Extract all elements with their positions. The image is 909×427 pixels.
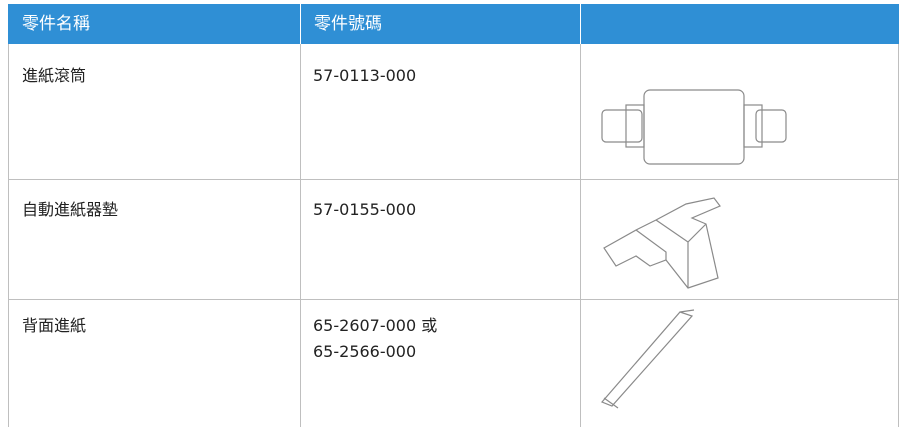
header-cell: 零件名稱 <box>8 4 300 44</box>
roller-illustration <box>601 89 787 165</box>
part-number: 57-0113-000 <box>313 66 417 85</box>
pad-illustration <box>603 197 721 289</box>
part-name: 自動進紙器墊 <box>22 200 119 219</box>
header-separator <box>580 4 581 44</box>
border <box>8 44 9 427</box>
part-name: 背面進紙 <box>22 316 87 335</box>
header-cell: 零件號碼 <box>300 4 580 44</box>
part-number: 57-0155-000 <box>313 200 417 219</box>
header-cell <box>580 4 899 44</box>
part-number: 65-2607-000 或 <box>313 316 438 335</box>
border <box>898 44 899 427</box>
part-number: 65-2566-000 <box>313 342 417 361</box>
bar-illustration <box>600 309 695 409</box>
border <box>300 44 301 427</box>
header-separator <box>300 4 301 44</box>
part-name: 進紙滾筒 <box>22 66 87 85</box>
border <box>580 44 581 427</box>
border <box>8 179 899 180</box>
border <box>8 299 899 300</box>
